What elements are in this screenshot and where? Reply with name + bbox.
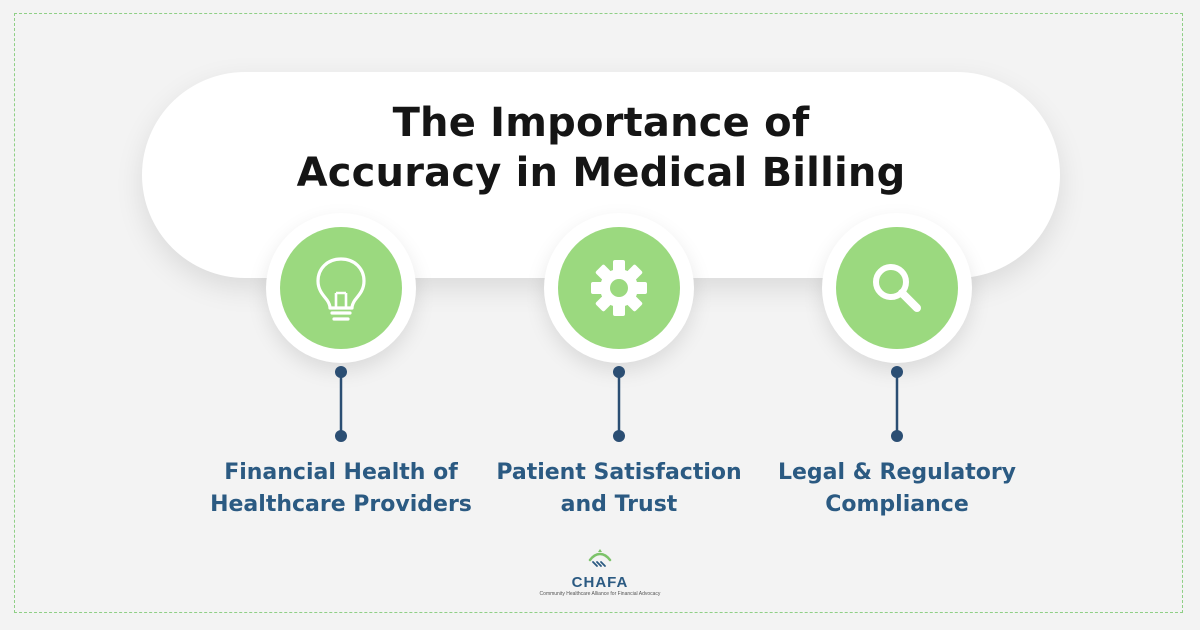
logo-tagline: Community Healthcare Alliance for Financ…	[539, 591, 661, 597]
magnifier-icon	[873, 264, 921, 312]
title-line-1: The Importance of	[392, 100, 810, 146]
connector-line	[891, 366, 903, 442]
step-label: Patient Satisfaction and Trust	[496, 460, 742, 517]
chafa-logo: CHAFA Community Healthcare Alliance for …	[520, 548, 680, 598]
icon-badge	[266, 213, 416, 363]
icon-badge	[544, 213, 694, 363]
title-line-2: Accuracy in Medical Billing	[296, 150, 906, 196]
logo-name: CHAFA	[571, 574, 629, 591]
step-label: Legal & Regulatory Compliance	[777, 460, 1017, 517]
connector-line	[613, 366, 625, 442]
connector-line	[335, 366, 347, 442]
handshake-icon	[588, 549, 612, 567]
lightbulb-icon	[316, 257, 366, 321]
dashed-border	[14, 13, 1183, 613]
icon-badge	[822, 213, 972, 363]
page-title: The Importance of Accuracy in Medical Bi…	[142, 98, 1060, 198]
step-label: Financial Health of Healthcare Providers	[210, 460, 472, 517]
gear-icon	[591, 260, 647, 316]
